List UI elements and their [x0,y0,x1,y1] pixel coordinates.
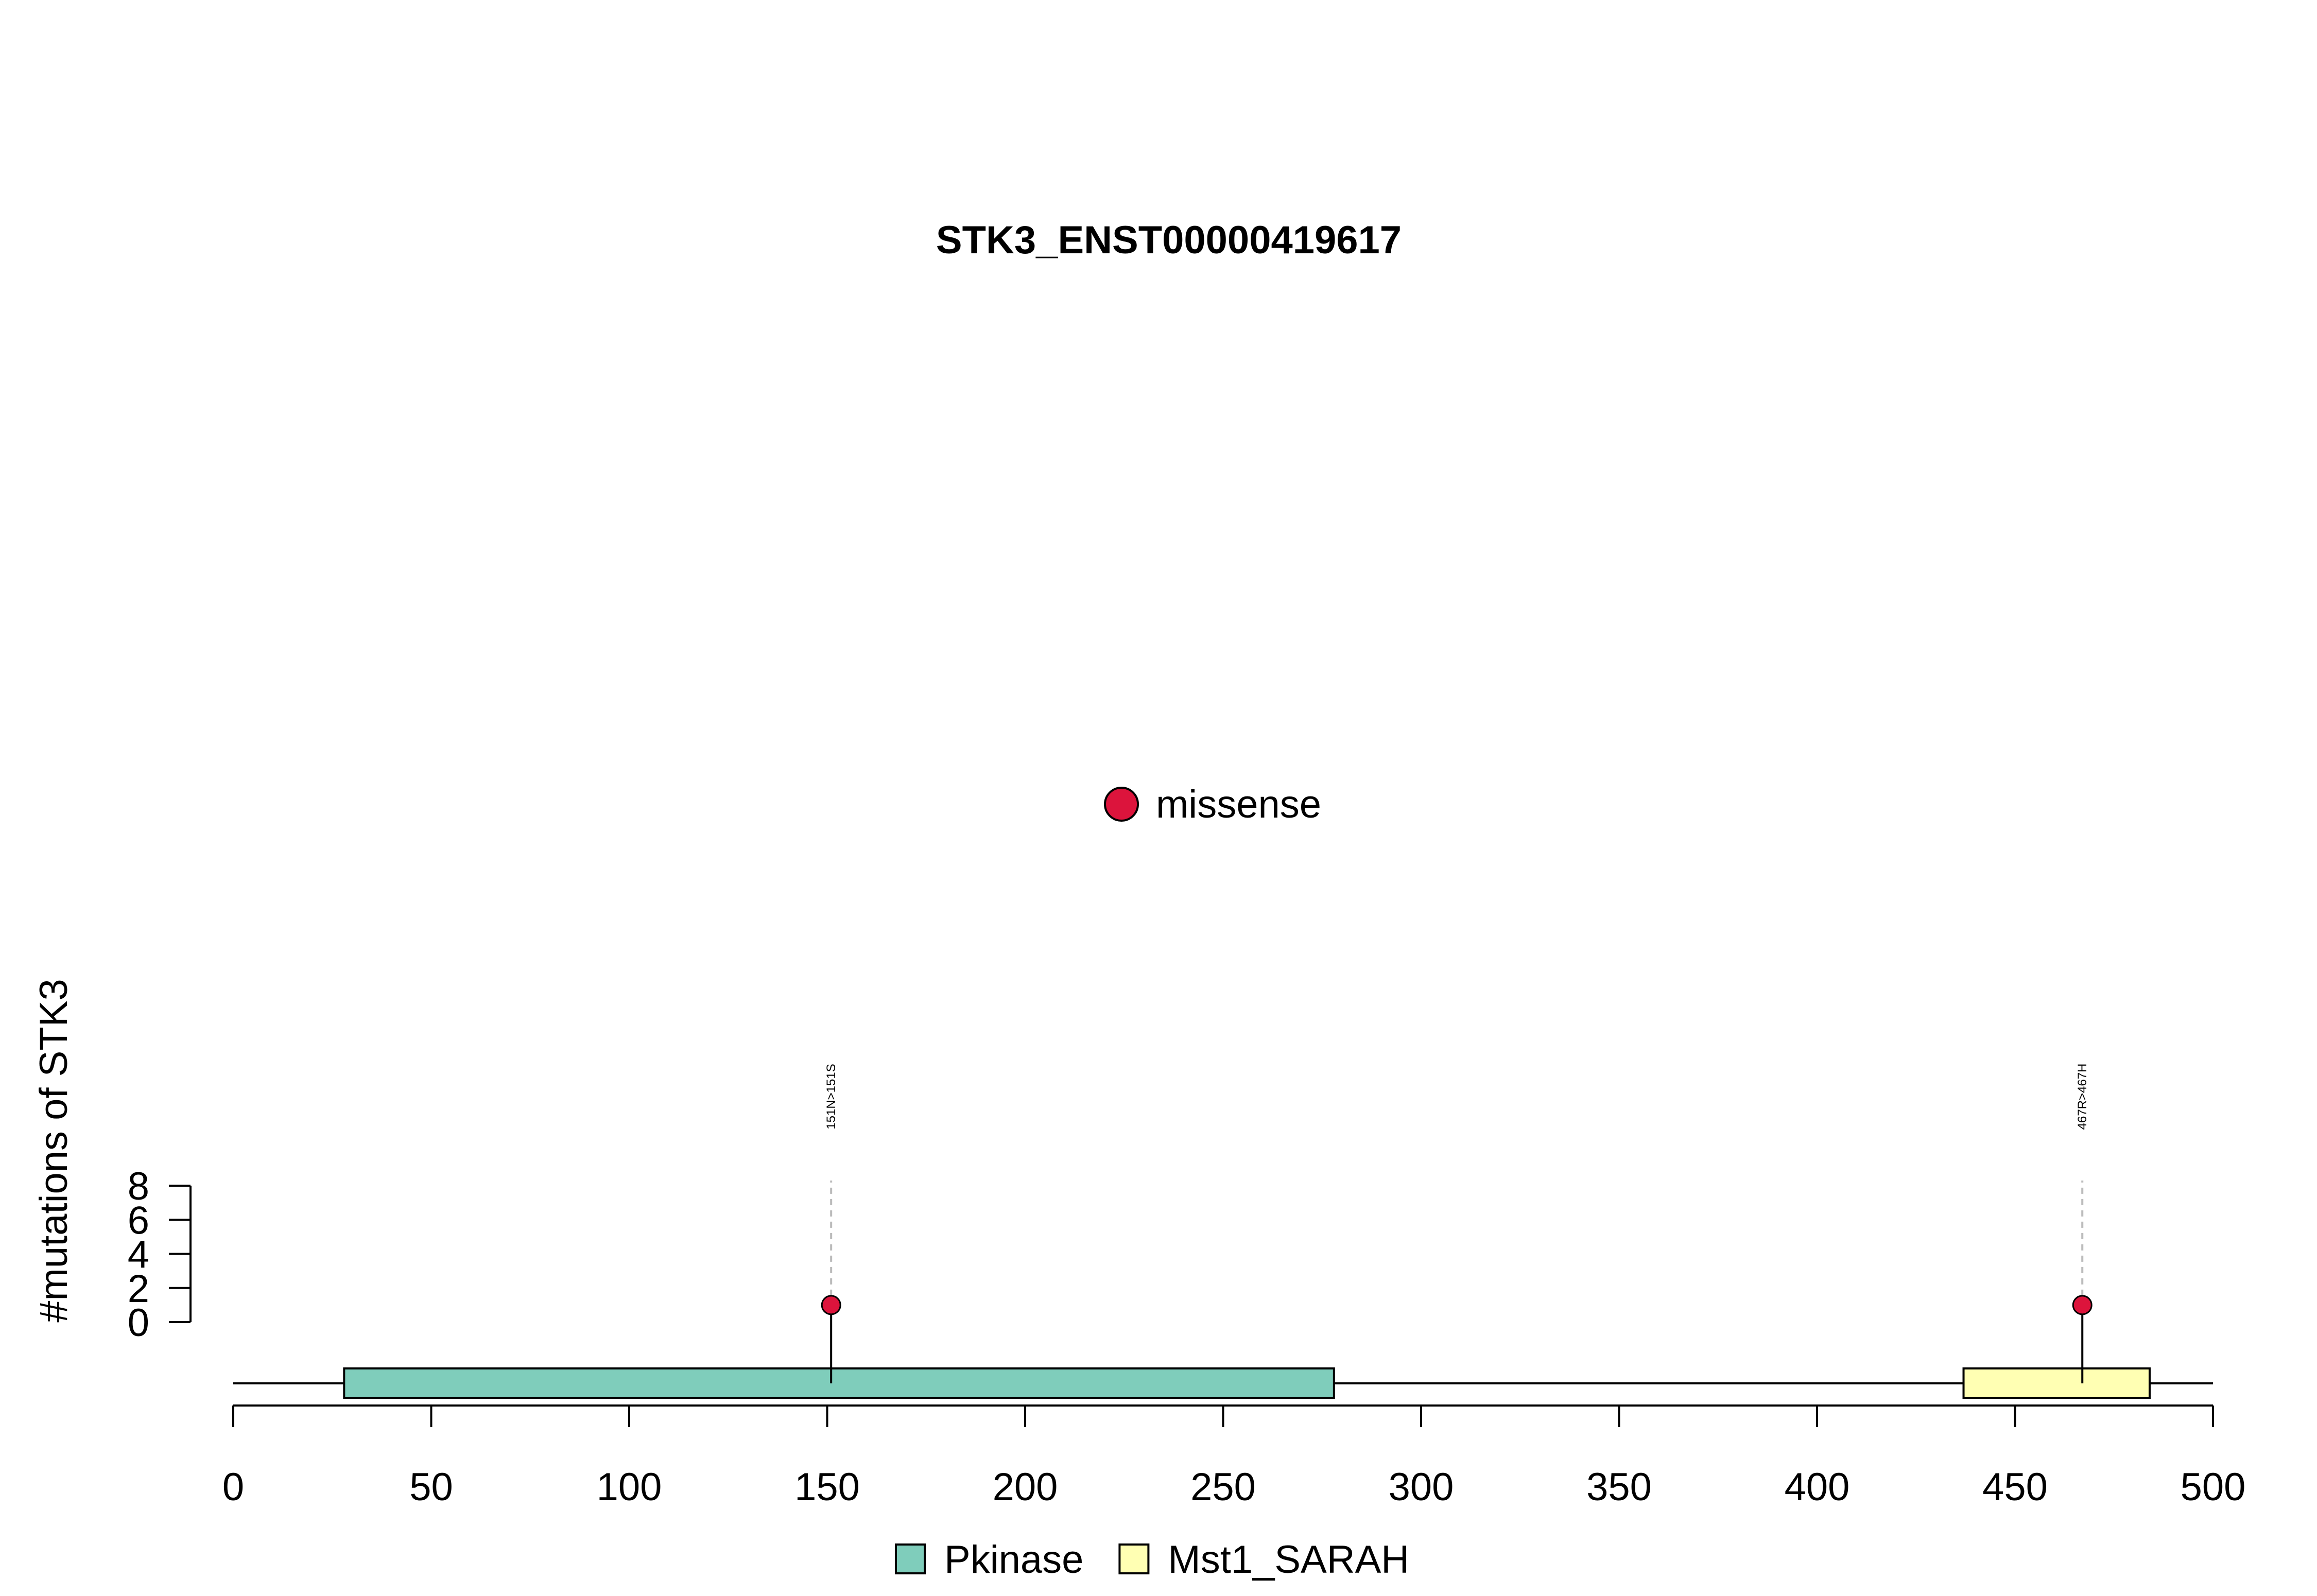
x-tick-label-450: 450 [1982,1465,2048,1509]
y-tick-label-0: 0 [128,1301,149,1345]
x-tick-label-50: 50 [409,1465,453,1509]
mutation-467-point [2072,1295,2093,1315]
domain-legend: Pkinase Mst1_SARAH [895,1538,1409,1582]
y-tick-label-4: 4 [128,1233,149,1277]
x-tick-label-0: 0 [222,1465,244,1509]
x-tick-label-300: 300 [1389,1465,1454,1509]
legend-mst1-sarah-swatch [1118,1543,1150,1574]
x-axis: 0 50 100 150 200 250 300 350 400 450 500 [222,1404,2246,1509]
x-tick-label-350: 350 [1586,1465,1652,1509]
x-tick-label-200: 200 [993,1465,1058,1509]
y-tick-label-2: 2 [128,1267,149,1311]
domain-boxes [343,1367,2151,1399]
domain-mst1-sarah [1962,1367,2151,1399]
chart-title: STK3_ENST00000419617 [936,218,1402,262]
legend-pkinase-swatch [895,1543,926,1574]
mutation-467-label: 467R>467H [2076,1064,2089,1130]
x-tick-label-500: 500 [2181,1465,2246,1509]
mutation-legend: missense [1104,783,1321,826]
legend-pkinase-label: Pkinase [944,1538,1083,1582]
y-tick-label-8: 8 [128,1165,149,1208]
y-axis-title: #mutations of STK3 [32,979,76,1322]
legend-mst1-sarah-label: Mst1_SARAH [1168,1538,1409,1582]
mutation-151-label: 151N>151S [824,1064,838,1129]
legend-missense-label: missense [1156,783,1321,826]
x-tick-label-150: 150 [794,1465,860,1509]
legend-missense-marker [1104,787,1139,822]
mutation-151-point [821,1295,841,1315]
x-tick-label-400: 400 [1785,1465,1850,1509]
mutation-lollipops: 151N>151S 467R>467H [821,1064,2093,1383]
x-tick-label-250: 250 [1190,1465,1256,1509]
x-tick-label-100: 100 [597,1465,662,1509]
domain-pkinase [343,1367,1335,1399]
y-tick-label-6: 6 [128,1199,149,1242]
